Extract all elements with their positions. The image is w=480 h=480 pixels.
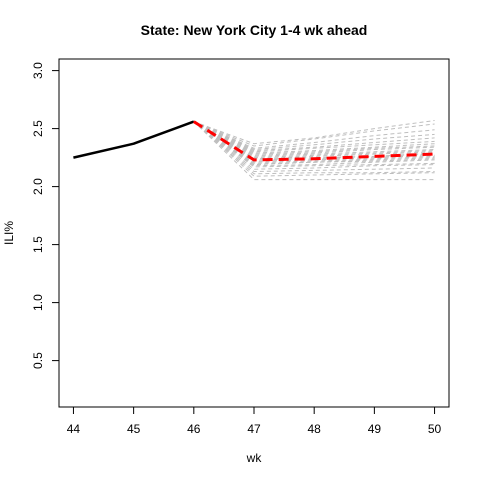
- simulation-path-7: [193, 121, 435, 167]
- simulation-path-21: [193, 121, 435, 152]
- simulation-path-9: [193, 121, 435, 164]
- simulation-path-6: [193, 121, 435, 168]
- simulation-path-2: [193, 121, 435, 177]
- y-axis: 0.5 1.0 1.5 2.0 2.5 3.0: [31, 62, 59, 369]
- simulation-path-17: [193, 121, 435, 156]
- simulation-path-3: [193, 121, 435, 175]
- y-tick-label-2: 1.5: [31, 236, 45, 253]
- y-tick-label-5: 3.0: [31, 62, 45, 79]
- simulation-path-23: [193, 121, 435, 149]
- x-tick-label-49: 49: [368, 422, 382, 436]
- x-axis: 44 45 46 47 48 49 50: [67, 407, 442, 436]
- simulation-path-19: [193, 121, 435, 154]
- y-tick-label-4: 2.5: [31, 120, 45, 137]
- x-axis-label: wk: [246, 451, 263, 465]
- simulation-path-22: [193, 121, 435, 151]
- simulation-path-15: [193, 121, 435, 159]
- simulation-path-10: [193, 121, 435, 163]
- plot-frame: [58, 58, 450, 408]
- series-lines: [73, 120, 435, 162]
- chart-title: State: New York City 1-4 wk ahead: [141, 22, 368, 38]
- x-tick-label-47: 47: [247, 422, 261, 436]
- y-tick-label-3: 2.0: [31, 178, 45, 195]
- x-tick-label-50: 50: [428, 422, 442, 436]
- simulation-path-16: [193, 121, 435, 157]
- simulation-paths: [193, 120, 435, 181]
- simulation-path-18: [193, 121, 435, 155]
- x-tick-label-48: 48: [308, 422, 322, 436]
- simulation-path-14: [193, 121, 435, 160]
- y-tick-label-1: 1.0: [31, 294, 45, 311]
- simulation-path-1: [193, 121, 435, 181]
- y-tick-label-0: 0.5: [31, 352, 45, 369]
- simulation-path-5: [193, 121, 435, 170]
- y-axis-label: ILI%: [2, 221, 16, 245]
- simulation-path-4: [193, 121, 435, 173]
- simulation-path-25: [193, 120, 435, 145]
- x-tick-label-46: 46: [187, 422, 201, 436]
- x-tick-label-45: 45: [127, 422, 141, 436]
- forecast-mean-line: [192, 120, 435, 162]
- x-tick-label-44: 44: [67, 422, 81, 436]
- simulation-path-24: [193, 121, 435, 147]
- simulation-path-20: [193, 121, 435, 153]
- observed-line: [73, 120, 195, 159]
